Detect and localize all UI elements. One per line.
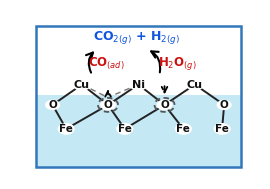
Text: CO$_{2(g)}$ + H$_{2(g)}$: CO$_{2(g)}$ + H$_{2(g)}$ xyxy=(93,29,180,46)
Circle shape xyxy=(217,100,232,110)
Circle shape xyxy=(73,78,91,91)
Circle shape xyxy=(129,78,147,91)
Circle shape xyxy=(186,78,204,91)
Text: O: O xyxy=(48,100,57,110)
Text: Cu: Cu xyxy=(187,80,203,90)
Text: Fe: Fe xyxy=(215,124,229,134)
Bar xyxy=(36,95,241,167)
Circle shape xyxy=(214,123,231,135)
Text: Fe: Fe xyxy=(59,124,73,134)
Circle shape xyxy=(116,123,133,135)
Text: O: O xyxy=(160,100,169,110)
Circle shape xyxy=(100,99,116,110)
Circle shape xyxy=(175,123,192,135)
Circle shape xyxy=(58,123,75,135)
Circle shape xyxy=(45,100,60,110)
Text: H$_2$O$_{(g)}$: H$_2$O$_{(g)}$ xyxy=(158,55,196,72)
Text: Ni: Ni xyxy=(132,80,145,90)
Circle shape xyxy=(157,99,172,110)
Text: Cu: Cu xyxy=(74,80,90,90)
Text: O: O xyxy=(220,100,228,110)
Text: O: O xyxy=(104,100,112,110)
Text: Fe: Fe xyxy=(118,124,132,134)
Text: CO$_{(ad)}$: CO$_{(ad)}$ xyxy=(87,56,124,72)
Text: Fe: Fe xyxy=(176,124,190,134)
